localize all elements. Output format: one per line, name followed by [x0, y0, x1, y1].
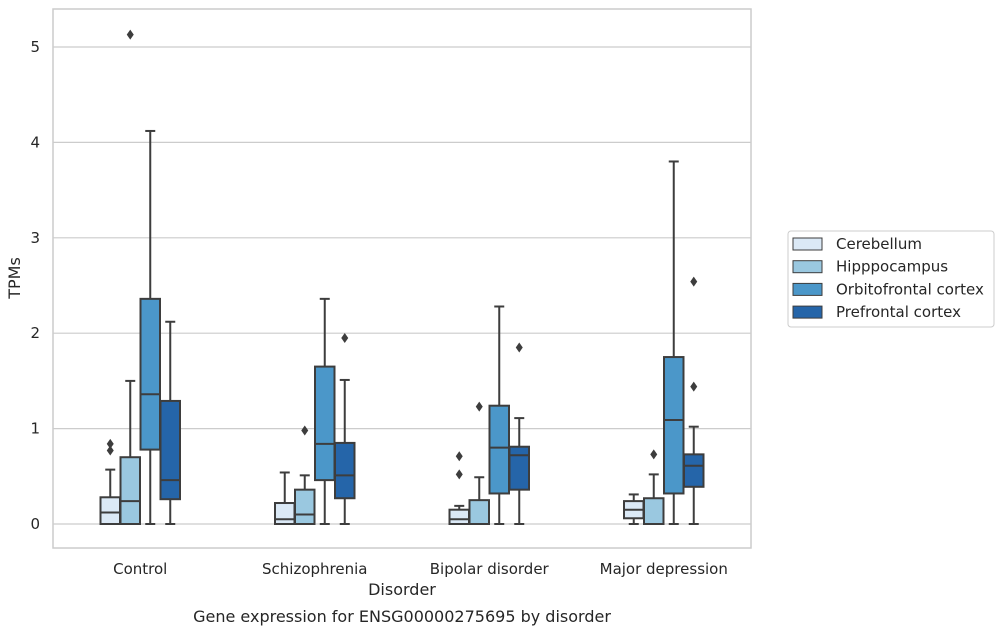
box-body	[663, 356, 685, 495]
chart-caption: Gene expression for ENSG00000275695 by d…	[193, 607, 611, 626]
box-hipppocampus	[119, 29, 141, 525]
box-body	[448, 508, 470, 526]
box-hipppocampus	[643, 449, 665, 526]
box-body	[159, 399, 181, 501]
box-orbitofrontal-cortex	[314, 297, 336, 525]
outlier-point	[455, 469, 463, 480]
y-tick-label: 0	[30, 515, 40, 533]
outlier-point	[650, 449, 658, 460]
y-tick-label: 1	[30, 420, 40, 438]
box-groups	[99, 29, 705, 526]
box-body	[294, 488, 316, 526]
x-tick-label: Bipolar disorder	[430, 560, 550, 578]
box-orbitofrontal-cortex	[663, 160, 685, 525]
box-body	[139, 297, 161, 451]
box-body	[119, 456, 141, 525]
legend-swatch	[792, 305, 823, 319]
legend-swatch	[792, 260, 823, 274]
x-axis-label: Disorder	[368, 580, 436, 599]
box-cerebellum	[448, 451, 470, 526]
x-tick-label: Major depression	[600, 560, 728, 578]
box-orbitofrontal-cortex	[488, 305, 510, 525]
box-body	[274, 502, 296, 525]
x-axis-ticks: Control Schizophrenia Bipolar disorder Majo…	[113, 560, 728, 578]
box-orbitofrontal-cortex	[139, 129, 161, 525]
box-body	[314, 365, 336, 482]
legend-swatch	[792, 282, 823, 296]
box-prefrontal-cortex	[334, 332, 356, 525]
plot-area-frame	[52, 8, 752, 549]
box-body	[508, 445, 530, 491]
box-cerebellum	[274, 471, 296, 525]
box-body	[643, 497, 665, 526]
outlier-point	[475, 401, 483, 412]
outlier-point	[690, 381, 698, 392]
y-tick-label: 3	[30, 229, 40, 247]
legend-frame	[787, 230, 995, 328]
outlier-point	[126, 29, 134, 40]
legend-label: Orbitofrontal cortex	[836, 280, 984, 298]
outlier-point	[106, 438, 114, 449]
y-axis-ticks: 0 1 2 3 4 5	[30, 38, 40, 533]
x-tick-label: Schizophrenia	[262, 560, 367, 578]
x-tick-label: Control	[113, 560, 167, 578]
box-body	[683, 453, 705, 488]
legend-label: Prefrontal cortex	[836, 303, 961, 321]
outlier-point	[515, 342, 523, 353]
box-body	[488, 404, 510, 495]
y-tick-label: 2	[30, 324, 40, 342]
outlier-point	[690, 276, 698, 287]
y-axis-label: TPMs	[5, 257, 24, 300]
y-tick-label: 4	[30, 133, 40, 151]
legend-swatch	[792, 237, 823, 251]
outlier-point	[341, 332, 349, 343]
legend: Cerebellum Hipppocampus Orbitofrontal cort…	[787, 230, 995, 328]
legend-label: Hipppocampus	[836, 258, 948, 276]
box-body	[468, 499, 490, 525]
outlier-point	[455, 451, 463, 462]
box-prefrontal-cortex	[159, 320, 181, 525]
grid-lines	[53, 46, 751, 525]
box-hipppocampus	[294, 425, 316, 526]
box-prefrontal-cortex	[683, 276, 705, 525]
legend-label: Cerebellum	[836, 235, 922, 253]
outlier-point	[301, 425, 309, 436]
box-hipppocampus	[468, 401, 490, 525]
box-body	[99, 496, 121, 525]
outlier-point	[106, 445, 114, 456]
box-cerebellum	[99, 438, 121, 525]
box-body	[334, 441, 356, 500]
box-prefrontal-cortex	[508, 342, 530, 525]
box-cerebellum	[623, 493, 645, 525]
y-tick-label: 5	[30, 38, 40, 56]
